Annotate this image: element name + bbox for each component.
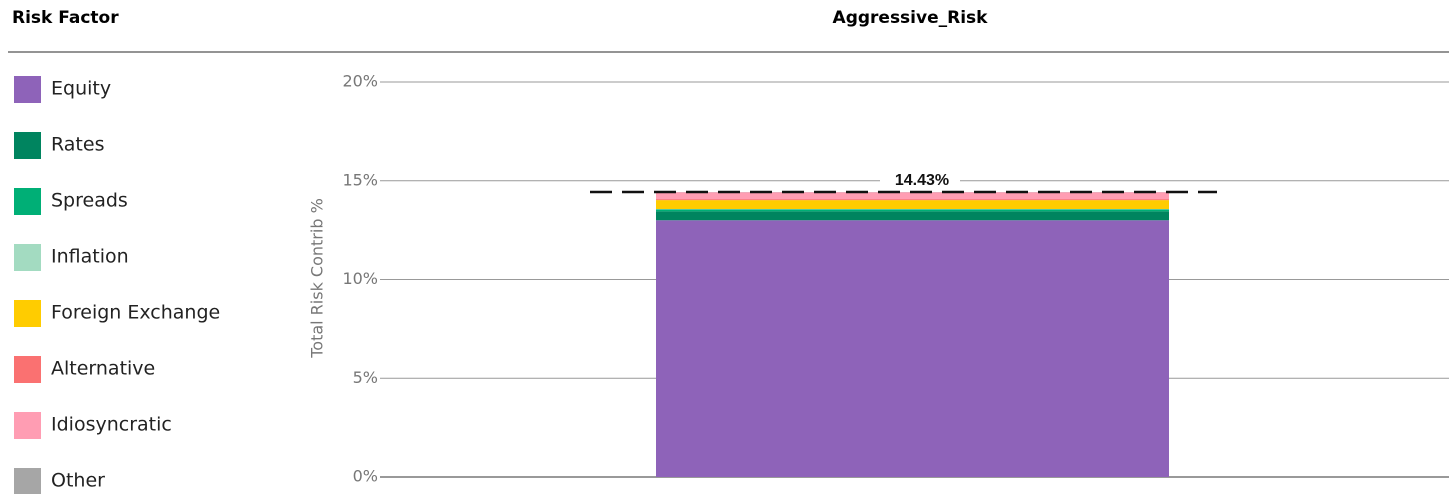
- bar-segment: [656, 199, 1169, 201]
- legend-swatch: [14, 132, 41, 159]
- y-tick-label: 5%: [353, 368, 378, 387]
- y-tick-label: 20%: [342, 72, 378, 91]
- legend-swatch: [14, 244, 41, 271]
- total-label-bg: [880, 173, 960, 190]
- bar-segment: [656, 192, 1169, 200]
- legend-label: Inflation: [51, 246, 129, 268]
- bar-segment: [656, 209, 1169, 212]
- legend-swatch: [14, 300, 41, 327]
- y-tick-label: 0%: [353, 467, 378, 486]
- legend-swatch: [14, 188, 41, 215]
- category-header: Aggressive_Risk: [833, 8, 989, 28]
- legend-label: Other: [51, 470, 105, 492]
- legend-label: Foreign Exchange: [51, 302, 220, 324]
- bar-segment: [656, 220, 1169, 477]
- y-tick-label: 10%: [342, 269, 378, 288]
- legend-swatch: [14, 412, 41, 439]
- y-tick-label: 15%: [342, 170, 378, 189]
- legend-label: Equity: [51, 78, 111, 100]
- legend-swatch: [14, 76, 41, 103]
- legend-label: Idiosyncratic: [51, 414, 172, 436]
- legend-swatch: [14, 356, 41, 383]
- legend-label: Rates: [51, 134, 104, 156]
- bar-segment: [656, 200, 1169, 209]
- bar-segment: [656, 211, 1169, 221]
- legend-title: Risk Factor: [12, 8, 119, 28]
- legend-label: Alternative: [51, 358, 155, 380]
- legend-swatch: [14, 468, 41, 494]
- total-label: 14.43%: [895, 172, 949, 189]
- y-axis-label: Total Risk Contrib %: [308, 198, 327, 359]
- legend-label: Spreads: [51, 190, 128, 212]
